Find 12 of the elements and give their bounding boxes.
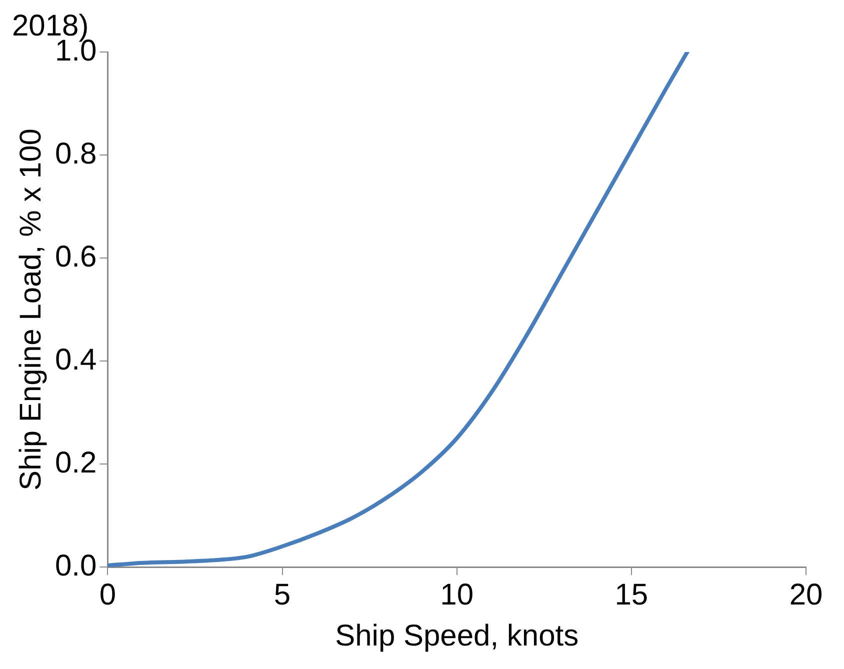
y-axis-title: Ship Engine Load, % x 100 <box>14 128 48 490</box>
x-tick-label: 0 <box>99 578 116 612</box>
y-tick-label: 0.4 <box>54 343 97 376</box>
x-axis-title: Ship Speed, knots <box>335 619 579 652</box>
x-tick-label: 15 <box>614 578 648 612</box>
y-tick-label: 0.2 <box>54 446 97 480</box>
x-tick-label: 5 <box>274 578 291 612</box>
y-tick-label: 0.8 <box>54 137 97 170</box>
y-tick-label: 0.0 <box>54 549 97 582</box>
y-tick-label: 0.6 <box>54 240 97 274</box>
x-tick-label: 20 <box>789 578 823 612</box>
x-tick-label: 10 <box>440 578 474 612</box>
